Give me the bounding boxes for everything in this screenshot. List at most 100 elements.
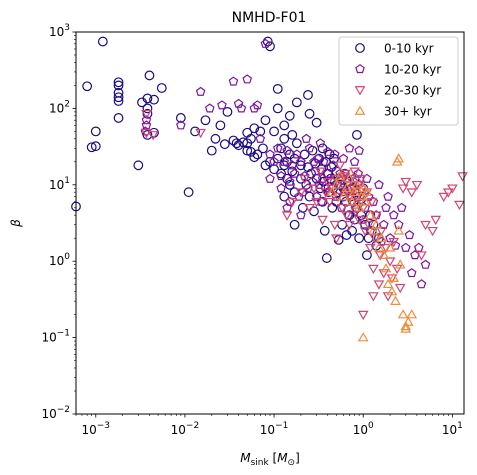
data-point-30-kyr: [384, 242, 396, 252]
data-point-0-10-kyr: [260, 115, 271, 126]
y-tick-label: 101: [49, 176, 70, 192]
data-point-20-30-kyr: [308, 184, 320, 194]
x-tick-label: 100: [353, 421, 374, 437]
data-point-20-30-kyr: [454, 200, 465, 211]
data-point-10-20-kyr: [303, 183, 313, 193]
data-point-20-30-kyr: [324, 197, 335, 208]
data-point-0-10-kyr: [113, 92, 124, 103]
data-point-0-10-kyr: [190, 126, 200, 137]
data-point-20-30-kyr: [368, 292, 379, 302]
data-point-0-10-kyr: [272, 83, 283, 94]
data-point-10-20-kyr: [296, 156, 306, 166]
data-point-0-10-kyr: [113, 113, 124, 123]
legend-label-10-20-kyr: 10-20 kyr: [384, 63, 441, 77]
data-point-10-20-kyr: [217, 100, 227, 110]
data-point-10-20-kyr: [252, 100, 263, 110]
data-point-20-30-kyr: [420, 220, 431, 231]
data-point-20-30-kyr: [331, 234, 342, 244]
y-tick-label: 10−1: [41, 329, 70, 345]
data-point-0-10-kyr: [200, 115, 211, 126]
data-point-0-10-kyr: [86, 142, 97, 153]
data-point-20-30-kyr: [370, 211, 382, 221]
data-point-30-kyr: [361, 186, 373, 197]
data-point-0-10-kyr: [279, 133, 290, 144]
data-point-0-10-kyr: [352, 129, 362, 140]
data-point-10-20-kyr: [374, 179, 384, 189]
data-point-20-30-kyr: [388, 237, 400, 248]
data-point-10-20-kyr: [349, 156, 360, 166]
data-point-0-10-kyr: [242, 138, 253, 149]
data-point-30-kyr: [355, 191, 367, 201]
data-point-30-kyr: [364, 209, 376, 220]
data-point-20-30-kyr: [353, 180, 365, 191]
data-point-20-30-kyr: [438, 192, 450, 203]
legend-box: [338, 36, 459, 126]
data-point-0-10-kyr: [296, 160, 306, 171]
data-point-10-20-kyr: [311, 191, 322, 201]
data-point-20-30-kyr: [406, 188, 418, 198]
data-point-20-30-kyr: [400, 177, 412, 188]
data-point-10-20-kyr: [249, 103, 260, 113]
data-point-0-10-kyr: [255, 126, 266, 137]
data-point-10-20-kyr: [396, 202, 407, 212]
data-point-30-kyr: [376, 232, 387, 243]
data-point-10-20-kyr: [265, 149, 275, 159]
data-point-20-30-kyr: [304, 203, 315, 214]
data-point-30-kyr: [334, 170, 346, 180]
data-point-30-kyr: [368, 225, 379, 235]
data-point-20-30-kyr: [374, 251, 386, 261]
y-axis-title: β: [9, 219, 23, 228]
data-point-10-20-kyr: [381, 202, 391, 212]
data-point-10-20-kyr: [276, 183, 286, 193]
data-point-10-20-kyr: [195, 86, 206, 96]
data-point-20-30-kyr: [384, 257, 396, 267]
chart-title: NMHD-F01: [232, 10, 307, 26]
data-point-30-kyr: [351, 179, 363, 189]
data-point-20-30-kyr: [286, 197, 298, 208]
data-point-30-kyr: [357, 182, 369, 193]
data-point-10-20-kyr: [331, 191, 342, 201]
data-point-10-20-kyr: [416, 279, 427, 289]
data-point-10-20-kyr: [322, 146, 333, 156]
data-point-20-30-kyr: [357, 310, 369, 321]
data-point-10-20-kyr: [176, 120, 186, 130]
data-point-10-20-kyr: [378, 219, 389, 229]
data-points: [71, 36, 468, 342]
data-point-0-10-kyr: [284, 179, 295, 190]
data-point-30-kyr: [338, 191, 349, 201]
data-point-20-30-kyr: [141, 109, 152, 120]
data-point-0-10-kyr: [219, 139, 230, 150]
data-point-0-10-kyr: [175, 113, 186, 123]
data-point-10-20-kyr: [322, 168, 333, 178]
axis-ticks: 10−3 10−2 10−1 100 101 10−2 10−1 100 101 102 103: [41, 23, 462, 437]
data-point-0-10-kyr: [249, 123, 260, 134]
data-point-10-20-kyr: [282, 202, 292, 212]
data-point-10-20-kyr: [299, 171, 310, 181]
plot-frame: [75, 31, 465, 415]
data-point-10-20-kyr: [413, 242, 424, 252]
data-point-10-20-kyr: [260, 38, 271, 48]
data-point-30-kyr: [393, 153, 405, 163]
data-point-10-20-kyr: [315, 138, 326, 148]
data-point-30-kyr: [370, 219, 382, 229]
data-point-20-30-kyr: [359, 226, 371, 237]
data-point-20-30-kyr: [295, 188, 307, 198]
data-point-20-30-kyr: [195, 128, 206, 139]
data-point-30-kyr: [326, 186, 338, 197]
legend: 0-10 kyr 10-20 kyr 20-30 kyr 30+ kyr: [338, 36, 459, 126]
data-point-30-kyr: [380, 263, 392, 273]
data-point-30-kyr: [353, 202, 365, 212]
data-point-0-10-kyr: [231, 138, 242, 149]
data-point-10-20-kyr: [318, 156, 329, 166]
data-point-0-10-kyr: [210, 133, 221, 144]
data-point-0-10-kyr: [349, 214, 360, 225]
legend-label-0-10-kyr: 0-10 kyr: [384, 42, 434, 56]
data-point-0-10-kyr: [279, 120, 290, 131]
data-point-20-30-kyr: [317, 215, 328, 226]
data-point-10-20-kyr: [313, 153, 323, 163]
data-point-0-10-kyr: [142, 103, 153, 114]
data-point-20-30-kyr: [447, 184, 458, 194]
data-point-20-30-kyr: [380, 243, 392, 254]
data-point-20-30-kyr: [320, 188, 332, 198]
data-point-20-30-kyr: [442, 188, 454, 198]
